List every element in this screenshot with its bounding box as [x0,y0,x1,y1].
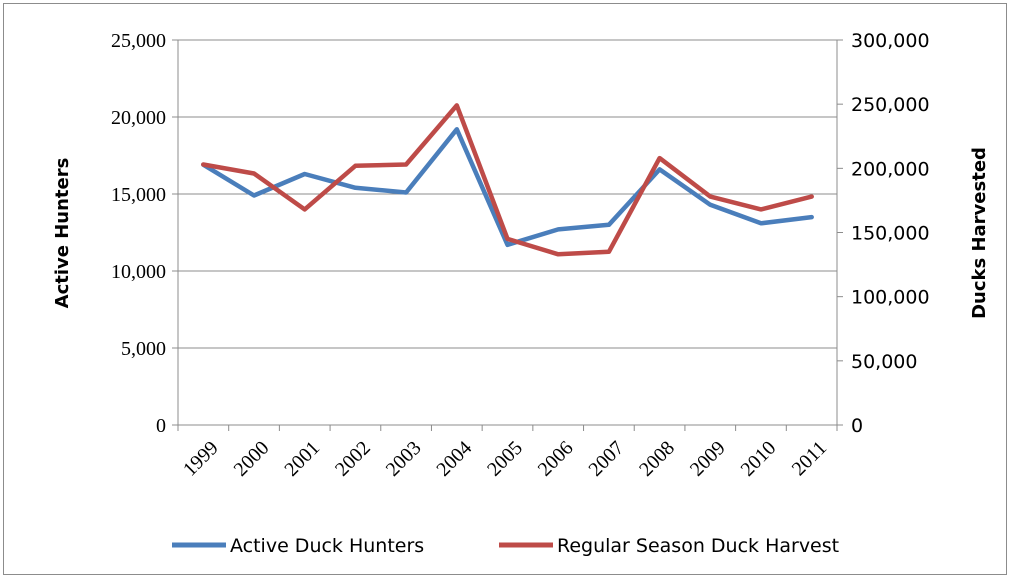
left-tick-label: 5,000 [121,338,166,360]
legend: Active Duck Hunters Regular Season Duck … [172,535,839,557]
left-tick-label: 25,000 [111,30,166,52]
right-axis-title: Ducks Harvested [969,147,990,319]
left-tick-label: 15,000 [111,184,166,206]
x-tick-label: 2009 [686,437,730,481]
x-tick-label: 2000 [230,437,274,481]
x-tick-label: 2011 [788,437,831,480]
x-tick-label: 2004 [432,437,476,481]
x-axis-ticks: 1999 2000 2001 2002 2003 2004 2005 2006 2007 2008… [178,425,837,481]
right-tick-label: 200,000 [851,158,930,180]
left-tick-label: 10,000 [111,261,166,283]
right-tick-label: 300,000 [851,30,930,52]
legend-label-regular-season-duck-harvest: Regular Season Duck Harvest [557,535,839,557]
series-line-active-duck-hunters [203,129,811,245]
right-tick-label: 100,000 [851,287,930,309]
x-tick-label: 1999 [179,437,223,481]
right-tick-label: 150,000 [851,223,930,245]
right-tick-label: 50,000 [851,351,917,373]
gridlines [178,40,837,348]
left-axis-ticks: 0 5,000 10,000 15,000 20,000 25,000 [111,30,178,437]
x-tick-label: 2001 [280,437,324,481]
right-tick-label: 0 [851,415,863,437]
x-tick-label: 2003 [382,437,426,481]
left-tick-label: 0 [156,415,166,437]
x-tick-label: 2002 [331,437,375,481]
series-lines [203,105,811,254]
left-axis-title: Active Hunters [52,158,73,309]
legend-label-active-duck-hunters: Active Duck Hunters [230,535,424,557]
right-tick-label: 250,000 [851,94,930,116]
x-tick-label: 2007 [584,437,628,481]
x-tick-label: 2008 [635,437,679,481]
x-tick-label: 2006 [534,437,578,481]
x-tick-label: 2010 [737,437,781,481]
right-axis-ticks: 0 50,000 100,000 150,000 200,000 250,000 300,0… [837,30,930,437]
left-tick-label: 20,000 [111,107,166,129]
x-tick-label: 2005 [483,437,527,481]
axes [178,40,837,425]
